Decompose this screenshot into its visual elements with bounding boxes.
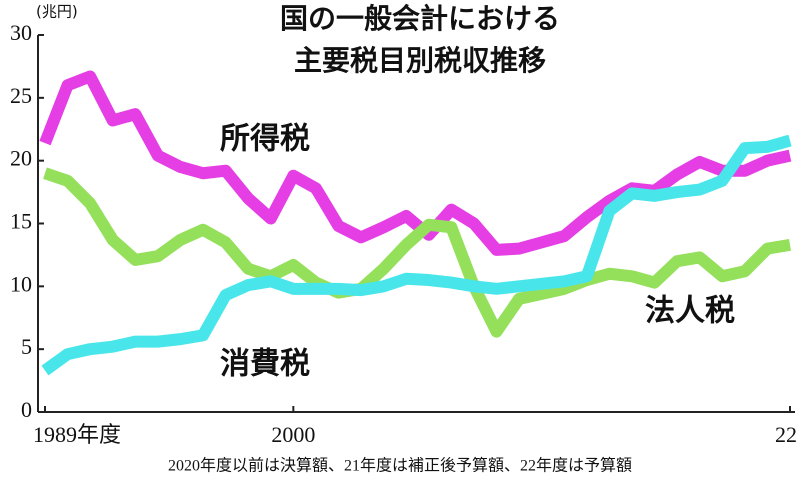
y-tick-label: 25 — [10, 83, 32, 108]
series-line — [39, 70, 792, 256]
y-tick-label: 0 — [21, 397, 32, 422]
y-unit: (兆円) — [36, 3, 78, 21]
y-tick-label: 30 — [10, 20, 32, 45]
series-line — [43, 167, 791, 338]
footnote: 2020年度以前は決算額、21年度は補正後予算額、22年度は予算額 — [168, 456, 632, 475]
x-tick-label: 2000 — [271, 422, 315, 447]
y-tick-label: 5 — [21, 334, 32, 359]
chart-title: 国の一般会計における — [280, 2, 560, 35]
series-label: 法人税 — [645, 294, 735, 329]
series-label: 消費税 — [220, 347, 310, 382]
chart-title: 主要税目別税収推移 — [294, 44, 546, 77]
x-tick-label: 22 — [775, 422, 797, 447]
y-tick-label: 15 — [10, 209, 32, 234]
x-tick-label: 1989年度 — [33, 422, 121, 447]
series-line — [41, 134, 792, 376]
y-tick-label: 20 — [10, 146, 32, 171]
y-tick-label: 10 — [10, 271, 32, 296]
series-label: 所得税 — [220, 122, 310, 157]
